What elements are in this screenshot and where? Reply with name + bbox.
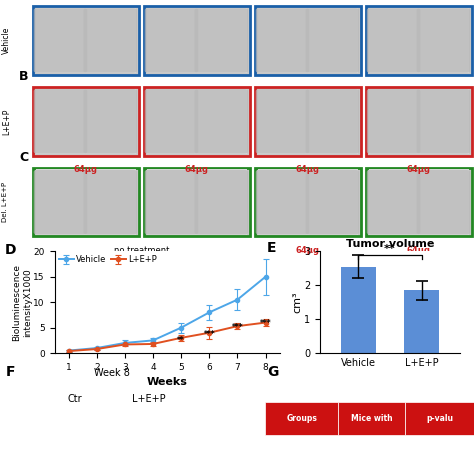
Text: D: D bbox=[5, 243, 17, 257]
Text: 64μg: 64μg bbox=[407, 246, 431, 255]
FancyBboxPatch shape bbox=[83, 8, 137, 73]
Text: F: F bbox=[5, 365, 15, 379]
Text: ***: *** bbox=[260, 319, 272, 328]
Bar bbox=[369, 89, 469, 154]
Text: 64μg: 64μg bbox=[74, 165, 98, 174]
Bar bbox=[36, 8, 136, 73]
Bar bbox=[258, 89, 358, 154]
FancyBboxPatch shape bbox=[367, 170, 420, 235]
Bar bbox=[341, 266, 375, 353]
Bar bbox=[255, 87, 361, 155]
Title: Tumor volume: Tumor volume bbox=[346, 239, 434, 249]
Bar bbox=[255, 6, 361, 75]
Text: E: E bbox=[267, 241, 276, 255]
FancyBboxPatch shape bbox=[306, 8, 359, 73]
Text: Week 8: Week 8 bbox=[93, 368, 129, 378]
FancyBboxPatch shape bbox=[417, 170, 470, 235]
FancyBboxPatch shape bbox=[306, 89, 359, 154]
Bar bbox=[33, 6, 138, 75]
Text: **: ** bbox=[177, 337, 185, 346]
FancyBboxPatch shape bbox=[255, 170, 310, 235]
Text: Vehicle: Vehicle bbox=[2, 27, 11, 54]
Bar bbox=[366, 6, 472, 75]
Bar bbox=[33, 87, 138, 155]
Bar bbox=[144, 168, 249, 237]
Text: Mice with: Mice with bbox=[351, 414, 392, 423]
Y-axis label: cm³: cm³ bbox=[292, 292, 302, 313]
FancyBboxPatch shape bbox=[145, 89, 198, 154]
Bar bbox=[36, 170, 136, 235]
Text: G: G bbox=[267, 365, 279, 379]
Text: 64μg: 64μg bbox=[185, 165, 209, 174]
Bar bbox=[147, 8, 246, 73]
Text: ***: *** bbox=[232, 323, 243, 332]
FancyBboxPatch shape bbox=[306, 170, 359, 235]
FancyBboxPatch shape bbox=[34, 170, 87, 235]
Text: Ctr: Ctr bbox=[67, 394, 82, 404]
Bar bbox=[404, 290, 439, 353]
Text: **: ** bbox=[384, 244, 396, 254]
Bar bbox=[36, 89, 136, 154]
Text: Groups: Groups bbox=[286, 414, 318, 423]
Bar bbox=[147, 170, 246, 235]
X-axis label: Weeks: Weeks bbox=[146, 377, 188, 387]
FancyBboxPatch shape bbox=[145, 8, 198, 73]
FancyBboxPatch shape bbox=[255, 8, 310, 73]
Bar bbox=[265, 401, 338, 435]
FancyBboxPatch shape bbox=[367, 89, 420, 154]
FancyBboxPatch shape bbox=[34, 8, 87, 73]
Bar bbox=[144, 87, 249, 155]
FancyBboxPatch shape bbox=[83, 170, 137, 235]
FancyBboxPatch shape bbox=[194, 170, 248, 235]
Text: C: C bbox=[19, 151, 28, 164]
FancyBboxPatch shape bbox=[145, 170, 198, 235]
Text: 64μg: 64μg bbox=[296, 165, 320, 174]
Bar bbox=[33, 168, 138, 237]
FancyBboxPatch shape bbox=[194, 8, 248, 73]
Text: p-valu: p-valu bbox=[426, 414, 453, 423]
Bar bbox=[366, 168, 472, 237]
Text: ***: *** bbox=[203, 330, 215, 339]
Bar bbox=[405, 401, 474, 435]
Bar bbox=[338, 401, 405, 435]
Bar bbox=[258, 8, 358, 73]
Text: 64μg: 64μg bbox=[296, 246, 320, 255]
Text: L+E+P: L+E+P bbox=[132, 394, 165, 404]
Bar bbox=[258, 170, 358, 235]
FancyBboxPatch shape bbox=[417, 89, 470, 154]
Bar bbox=[255, 168, 361, 237]
FancyBboxPatch shape bbox=[255, 89, 310, 154]
FancyBboxPatch shape bbox=[417, 8, 470, 73]
Bar bbox=[366, 87, 472, 155]
FancyBboxPatch shape bbox=[34, 89, 87, 154]
Text: no treatment: no treatment bbox=[114, 246, 169, 255]
Bar bbox=[144, 6, 249, 75]
FancyBboxPatch shape bbox=[83, 89, 137, 154]
Bar bbox=[147, 89, 246, 154]
Text: L+E+P: L+E+P bbox=[2, 108, 11, 135]
Text: B: B bbox=[19, 70, 28, 83]
Bar bbox=[369, 170, 469, 235]
FancyBboxPatch shape bbox=[367, 8, 420, 73]
Legend: Vehicle, L+E+P: Vehicle, L+E+P bbox=[59, 255, 157, 264]
Text: 64μg: 64μg bbox=[407, 165, 431, 174]
Bar bbox=[369, 8, 469, 73]
Text: Del. L+E+P: Del. L+E+P bbox=[2, 182, 9, 222]
Y-axis label: Bioluminescence
intensityX1000: Bioluminescence intensityX1000 bbox=[12, 264, 32, 341]
FancyBboxPatch shape bbox=[194, 89, 248, 154]
